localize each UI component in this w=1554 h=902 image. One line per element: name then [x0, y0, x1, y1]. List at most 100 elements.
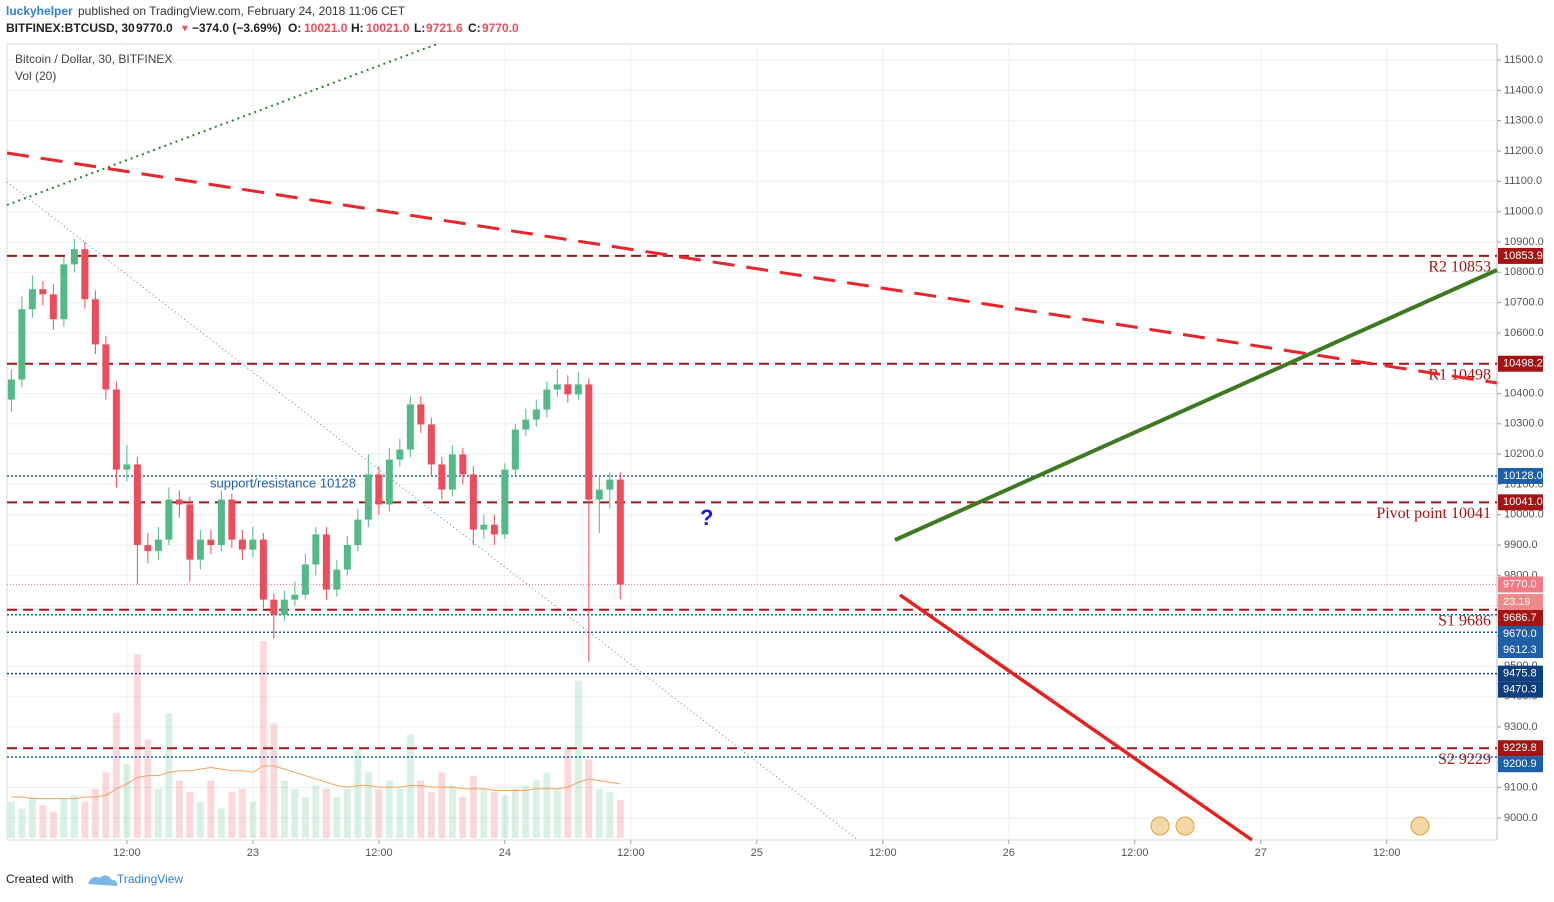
- volume-bar: [228, 792, 236, 838]
- price-label: 9470.3: [1503, 684, 1537, 696]
- candle-body: [7, 379, 15, 400]
- level-name: S2 9229: [1438, 751, 1491, 768]
- price-label: 23.19: [1503, 596, 1531, 608]
- volume-bar: [322, 788, 330, 838]
- event-icon[interactable]: [1150, 816, 1170, 836]
- price-label-box: [1498, 467, 1543, 484]
- x-tick-label: 25: [751, 847, 763, 859]
- footer-brand[interactable]: TradingView: [117, 872, 183, 886]
- candle-body: [228, 499, 236, 540]
- price-label: 10041.0: [1503, 496, 1543, 508]
- price-label-box: [1498, 355, 1543, 372]
- volume-bar: [417, 780, 425, 838]
- bull-line: [894, 268, 1498, 542]
- price-label-box: [1498, 642, 1543, 658]
- volume-bar: [532, 780, 540, 838]
- published: published on TradingView.com, February 2…: [78, 4, 406, 18]
- trend-line-blue: [6, 181, 859, 841]
- candle-body: [207, 539, 215, 546]
- candle-body: [585, 384, 593, 500]
- level-name: R1 10498: [1428, 366, 1491, 383]
- candle-body: [144, 545, 152, 552]
- level-name: Pivot point 10041: [1376, 505, 1491, 522]
- volume-bar: [616, 799, 624, 838]
- volume-bar: [301, 797, 309, 838]
- y-tick-label: 10800.0: [1504, 266, 1544, 278]
- volume-bar: [553, 788, 561, 838]
- volume-bar: [427, 792, 435, 838]
- x-tick-label: 12:00: [869, 847, 897, 859]
- price-label: 9612.3: [1503, 644, 1537, 656]
- volume-bar: [522, 785, 530, 838]
- candle-body: [427, 424, 435, 465]
- x-tick-label: 12:00: [1121, 847, 1149, 859]
- author[interactable]: luckyhelper: [6, 4, 73, 18]
- volume-bar: [60, 798, 68, 838]
- price-label: 9670.0: [1503, 628, 1537, 640]
- candle-body: [196, 539, 204, 560]
- volume-bar: [564, 747, 572, 838]
- volume-bar: [81, 801, 89, 838]
- candle-body: [133, 464, 141, 546]
- volume-bar: [91, 788, 99, 838]
- y-tick-label: 9100.0: [1504, 781, 1538, 793]
- volume-bar: [144, 739, 152, 838]
- volume-pane: [7, 641, 624, 838]
- candle-body: [343, 545, 351, 570]
- x-tick-label: 27: [1255, 847, 1267, 859]
- candle-body: [28, 289, 36, 310]
- volume-bar: [574, 680, 582, 838]
- y-tick-label: 11200.0: [1504, 145, 1543, 157]
- volume-bar: [249, 801, 257, 838]
- price-label-box: [1498, 576, 1543, 593]
- level-name: S1 9686: [1438, 612, 1491, 629]
- y-tick-label: 11500.0: [1504, 54, 1543, 66]
- volume-bar: [511, 788, 519, 838]
- price-label: 9686.7: [1503, 612, 1537, 624]
- candle-body: [574, 384, 582, 395]
- l-label: L:: [414, 21, 425, 35]
- candle-body: [364, 474, 372, 520]
- volume-bar: [448, 785, 456, 838]
- candle-body: [553, 384, 561, 390]
- volume-bar: [270, 723, 278, 838]
- candle-body: [480, 524, 488, 530]
- candle-body: [354, 519, 362, 546]
- candle-body: [490, 524, 498, 535]
- volume-bar: [217, 808, 225, 838]
- candle-body: [39, 289, 47, 295]
- candle-body: [438, 464, 446, 490]
- candle-body: [217, 499, 225, 546]
- x-tick-label: 12:00: [113, 847, 141, 859]
- price-label-box: [1498, 494, 1543, 511]
- event-icon[interactable]: [1175, 816, 1195, 836]
- volume-bar: [196, 801, 204, 838]
- y-tick-label: 11300.0: [1504, 115, 1543, 127]
- volume-bar: [406, 734, 414, 838]
- candle-body: [606, 479, 614, 490]
- price-label-box: [1498, 681, 1543, 698]
- candle-body: [301, 564, 309, 595]
- price-label-box: [1498, 247, 1543, 264]
- y-tick-label: 11000.0: [1504, 206, 1543, 218]
- y-tick-label: 10600.0: [1504, 327, 1544, 339]
- price-label-box: [1498, 665, 1543, 682]
- drawings: [6, 43, 1498, 842]
- volume-bar: [364, 772, 372, 838]
- y-tick-label: 10400.0: [1504, 387, 1544, 399]
- candle-body: [406, 404, 414, 450]
- candle-body: [18, 309, 26, 380]
- symbol-line: BITFINEX:BTCUSD, 30 9770.0 ▼ −374.0 (−3.…: [6, 21, 519, 35]
- candle-body: [616, 479, 624, 585]
- event-icon[interactable]: [1410, 816, 1430, 836]
- volume-bar: [343, 788, 351, 838]
- volume-bar: [490, 792, 498, 838]
- x-tick-label: 23: [247, 847, 259, 859]
- candles: [7, 238, 624, 662]
- volume-bar: [133, 654, 141, 838]
- y-tick-label: 11100.0: [1504, 175, 1542, 187]
- volume-bar: [595, 788, 603, 838]
- candle-body: [49, 294, 57, 320]
